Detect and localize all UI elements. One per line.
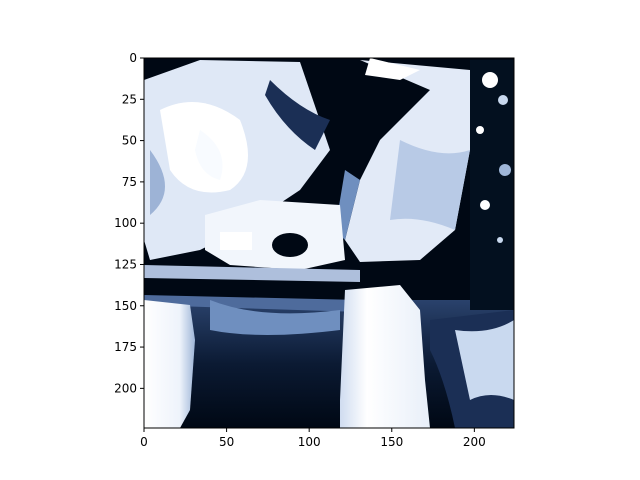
y-axis: 0 25 50 75 100 125 150 175 200 (114, 51, 144, 395)
y-tick-label: 100 (114, 216, 137, 230)
y-tick-label: 75 (122, 175, 137, 189)
axes-frame (143, 57, 515, 429)
y-tick-label: 25 (122, 92, 137, 106)
x-tick-label: 200 (463, 435, 486, 449)
y-tick-label: 150 (114, 299, 137, 313)
x-tick-label: 150 (380, 435, 403, 449)
y-tick-label: 125 (114, 257, 137, 271)
x-axis: 0 50 100 150 200 (140, 428, 486, 449)
x-tick-label: 100 (298, 435, 321, 449)
y-tick-label: 200 (114, 381, 137, 395)
x-tick-label: 0 (140, 435, 148, 449)
image-plot (144, 58, 514, 428)
y-tick-label: 50 (122, 134, 137, 148)
y-tick-label: 175 (114, 340, 137, 354)
x-tick-label: 50 (219, 435, 234, 449)
y-tick-label: 0 (129, 51, 137, 65)
